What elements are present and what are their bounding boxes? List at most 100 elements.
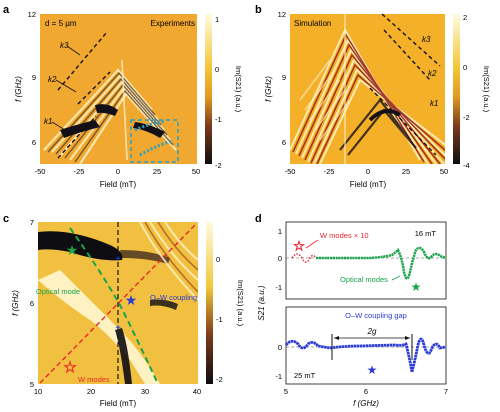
d-optical-star-icon: ★ [411, 280, 422, 294]
panel-b-colorbar-ticks: 2 0 -2 -4 [463, 13, 470, 170]
panel-a-xlabel: Field (mT) [100, 180, 137, 189]
panel-a-k1: k1 [44, 117, 52, 126]
svg-text:-1: -1 [275, 283, 282, 292]
svg-text:25: 25 [402, 167, 410, 176]
b-k3-dashed-line [381, 13, 441, 67]
svg-text:0: 0 [463, 63, 467, 72]
d-top-frame [285, 221, 447, 300]
panel-a-heatmap [40, 14, 197, 164]
panel-c-colorbar-label: Im(S21) (a.u.) [236, 280, 245, 327]
panel-b-k1: k1 [430, 99, 438, 108]
d-wmodes-label: W modes × 10 [320, 231, 369, 240]
d-gap-label: 2g [367, 327, 377, 336]
panel-d: d ★ ★ W modes × 10 16 mT Optical modes 1… [255, 213, 448, 408]
panel-c-yticks: 5 6 7 [30, 218, 34, 389]
panel-a-k2: k2 [48, 75, 57, 84]
panel-a-xticks: -50 -25 0 25 50 [35, 167, 201, 176]
k1-dashed-line [57, 115, 97, 159]
c-optical-dashed-line [69, 227, 159, 385]
c-optical-label: Optical mode [36, 287, 80, 296]
svg-text:40: 40 [193, 387, 201, 396]
panel-b-k2: k2 [428, 69, 437, 78]
panel-d-letter: d [255, 213, 262, 225]
b-k2-dashed-line [383, 29, 431, 81]
svg-text:10: 10 [34, 387, 42, 396]
panel-c-features [38, 222, 198, 384]
panel-b-letter: b [255, 4, 262, 16]
svg-text:9: 9 [32, 73, 36, 82]
panel-a-colorbar-ticks: 1 0 -1 -2 [215, 15, 222, 170]
wmodes-star-icon: ★ [64, 359, 77, 375]
svg-text:-2: -2 [216, 375, 223, 384]
svg-text:6: 6 [30, 299, 34, 308]
svg-text:0: 0 [215, 65, 219, 74]
svg-text:5: 5 [284, 387, 288, 396]
panel-b-xlabel: Field (mT) [350, 180, 387, 189]
svg-text:-2: -2 [463, 113, 470, 122]
panel-c-colorbar-ticks: 0 -1 -2 [216, 255, 223, 384]
svg-text:6: 6 [282, 138, 286, 147]
d-bottom-yticks: 0 -1 [275, 343, 282, 381]
d-coupling-star-icon: ★ [367, 363, 378, 377]
d-bottom-frame [285, 306, 447, 385]
panel-a: a d = 5 µm Experiments k3 k2 k1 -50 -25 … [3, 4, 243, 189]
panel-b-tag: Simulation [294, 19, 331, 28]
svg-text:9: 9 [282, 73, 286, 82]
panel-a-colorbar [205, 14, 212, 164]
d-top-yticks: 1 0 -1 [275, 227, 282, 292]
svg-text:7: 7 [444, 387, 448, 396]
c-coupling-label: O–W coupling [150, 293, 197, 302]
svg-text:1: 1 [278, 227, 282, 236]
panel-a-fringes [43, 59, 177, 164]
svg-text:5: 5 [30, 380, 34, 389]
coupling-star-icon: ★ [125, 292, 138, 308]
svg-text:20: 20 [87, 387, 95, 396]
svg-text:25: 25 [153, 167, 161, 176]
svg-text:-1: -1 [275, 372, 282, 381]
svg-text:-1: -1 [216, 315, 223, 324]
d-top-wmodes-trace [291, 253, 317, 263]
panel-c: c + + ★ ★ ★ Optical mode O–W coupling W … [3, 213, 245, 408]
panel-a-colorbar-label: Im(S21) (a.u.) [234, 66, 243, 113]
c-wmode-dashed-line [39, 223, 197, 384]
svg-text:0: 0 [278, 343, 282, 352]
panel-b-xticks: -50 -25 0 25 50 [285, 167, 449, 176]
panel-b-fringes [290, 14, 445, 164]
svg-text:50: 50 [440, 167, 448, 176]
panel-d-xlabel: f (GHz) [353, 399, 379, 408]
panel-c-xlabel: Field (mT) [100, 399, 137, 408]
panel-c-xticks: 10 20 30 40 [34, 387, 201, 396]
d-xticks: 5 6 7 [284, 387, 448, 396]
optical-star-icon: ★ [66, 242, 79, 258]
panel-b-ylabel: f (GHz) [264, 76, 273, 102]
panel-b-yticks: 6 9 12 [278, 10, 286, 147]
panel-b: b Simulation k3 k2 k1 -50 -25 0 25 50 6 … [255, 4, 491, 189]
d-top-optical-trace [316, 246, 447, 280]
b-k1-dashed-line [369, 87, 437, 156]
panel-b-colorbar-label: Im(S21) (a.u.) [482, 66, 491, 113]
panel-b-colorbar [453, 14, 460, 164]
svg-text:-2: -2 [215, 161, 222, 170]
svg-text:-50: -50 [35, 167, 46, 176]
k3-dashed-line [57, 31, 108, 91]
d-optical-label: Optical modes [340, 275, 388, 284]
panel-a-letter: a [3, 4, 10, 16]
svg-text:-1: -1 [215, 115, 222, 124]
panel-c-ylabel: f (GHz) [11, 290, 20, 316]
svg-text:7: 7 [30, 218, 34, 227]
svg-text:6: 6 [364, 387, 368, 396]
panel-c-letter: c [3, 213, 9, 225]
panel-a-ylabel: f (GHz) [14, 76, 23, 102]
svg-text:-25: -25 [324, 167, 335, 176]
svg-text:1: 1 [215, 15, 219, 24]
d-bottom-field: 25 mT [294, 371, 316, 380]
d-bottom-trace [284, 337, 447, 373]
c-plus-lower: + [115, 323, 121, 334]
svg-text:-25: -25 [74, 167, 85, 176]
svg-text:12: 12 [278, 10, 286, 19]
d-top-field: 16 mT [415, 229, 437, 238]
svg-text:0: 0 [216, 255, 220, 264]
svg-text:50: 50 [192, 167, 200, 176]
c-wmodes-label: W modes [78, 375, 110, 384]
